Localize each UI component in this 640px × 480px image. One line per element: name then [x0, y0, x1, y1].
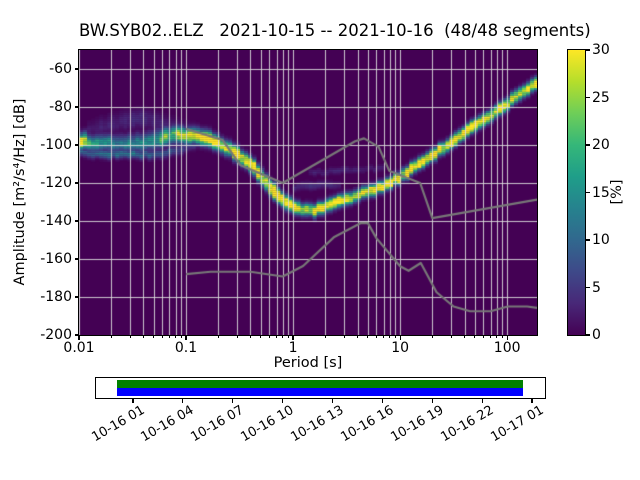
x-tick: [399, 335, 401, 340]
x-tick-label: 0.1: [174, 340, 198, 356]
x-minor-tick: [482, 335, 484, 338]
plot-title: BW.SYB02..ELZ 2021-10-15 -- 2021-10-16 (…: [79, 21, 591, 40]
x-minor-tick: [496, 335, 498, 338]
y-tick: [75, 106, 79, 108]
coverage-tick: [132, 399, 134, 403]
x-minor-tick: [490, 335, 492, 338]
coverage-tick: [232, 399, 234, 403]
y-tick-label: -160: [40, 251, 72, 267]
x-minor-tick: [324, 335, 326, 338]
x-minor-tick: [161, 335, 163, 338]
y-tick: [75, 144, 79, 146]
x-tick: [185, 335, 187, 340]
y-tick: [75, 68, 79, 70]
coverage-tick-label: 10-16 07: [188, 402, 247, 446]
coverage-tick-label: 10-16 01: [88, 402, 147, 446]
x-minor-tick: [431, 335, 433, 338]
x-tick-label: 10: [391, 340, 410, 356]
x-minor-tick: [268, 335, 270, 338]
colorbar-tick: [586, 144, 590, 146]
colorbar-tick-label: 20: [592, 137, 610, 153]
coverage-tick-label: 10-16 13: [288, 402, 347, 446]
coverage-tick: [531, 399, 533, 403]
coverage-bar-top: [117, 379, 523, 388]
x-minor-tick: [287, 335, 289, 338]
x-minor-tick: [282, 335, 284, 338]
x-minor-tick: [236, 335, 238, 338]
colorbar-tick: [586, 334, 590, 336]
x-minor-tick: [375, 335, 377, 338]
x-minor-tick: [153, 335, 155, 338]
x-minor-tick: [367, 335, 369, 338]
x-minor-tick: [260, 335, 262, 338]
y-tick: [75, 334, 79, 336]
x-minor-tick: [357, 335, 359, 338]
coverage-timeline-frame: [95, 377, 546, 399]
coverage-tick-label: 10-16 04: [138, 402, 197, 446]
ppsd-heatmap-canvas: [79, 50, 537, 335]
colorbar-tick-label: 30: [592, 42, 610, 58]
x-minor-tick: [110, 335, 112, 338]
x-minor-tick: [394, 335, 396, 338]
x-minor-tick: [249, 335, 251, 338]
x-minor-tick: [168, 335, 170, 338]
x-minor-tick: [474, 335, 476, 338]
y-tick: [75, 296, 79, 298]
x-minor-tick: [501, 335, 503, 338]
y-tick-label: -180: [40, 289, 72, 305]
x-tick-label: 0.01: [63, 340, 95, 356]
x-tick: [506, 335, 508, 340]
colorbar-tick-label: 5: [592, 279, 601, 296]
x-minor-tick: [180, 335, 182, 338]
colorbar-tick-label: 0: [592, 327, 601, 343]
colorbar-tick: [586, 191, 590, 194]
y-tick-label: -60: [49, 61, 72, 77]
colorbar-tick: [586, 96, 590, 99]
x-minor-tick: [142, 335, 144, 338]
x-minor-tick: [389, 335, 391, 338]
x-minor-tick: [343, 335, 345, 338]
coverage-tick-label: 10-16 19: [388, 402, 447, 446]
coverage-tick: [431, 399, 433, 403]
y-tick-label: -140: [40, 213, 72, 229]
x-minor-tick: [175, 335, 177, 338]
colorbar-tick-label: 15: [592, 184, 610, 201]
coverage-tick: [381, 399, 383, 403]
x-minor-tick: [450, 335, 452, 338]
ppsd-plot-frame: [78, 49, 538, 336]
x-axis-label: Period [s]: [273, 355, 343, 371]
x-minor-tick: [129, 335, 131, 338]
coverage-bar-bottom: [117, 387, 523, 396]
x-minor-tick: [217, 335, 219, 338]
coverage-tick-label: 10-17 01: [487, 402, 546, 446]
x-minor-tick: [383, 335, 385, 338]
coverage-tick: [182, 399, 184, 403]
y-tick: [75, 258, 79, 260]
x-minor-tick: [276, 335, 277, 338]
y-tick-label: -120: [40, 175, 72, 191]
x-minor-tick: [464, 335, 466, 338]
x-tick: [292, 335, 294, 340]
x-tick: [78, 335, 80, 340]
coverage-tick: [282, 399, 284, 403]
colorbar-tick: [586, 239, 590, 241]
coverage-tick-label: 10-16 10: [238, 402, 297, 446]
coverage-tick: [331, 399, 334, 403]
coverage-tick: [481, 399, 483, 403]
y-tick-label: -100: [40, 137, 72, 153]
y-tick-label: -80: [49, 99, 72, 115]
colorbar-tick-label: 10: [592, 232, 610, 248]
colorbar-tick: [586, 286, 590, 289]
x-tick-label: 1: [288, 340, 298, 356]
coverage-tick-label: 10-16 16: [338, 402, 397, 446]
x-tick-label: 100: [493, 340, 521, 356]
colorbar: [567, 49, 586, 336]
y-tick: [75, 220, 79, 222]
colorbar-tick-label: 25: [592, 89, 610, 106]
y-tick-label: -200: [40, 327, 72, 343]
y-tick: [75, 182, 79, 184]
coverage-tick-label: 10-16 22: [438, 402, 497, 446]
colorbar-tick: [586, 49, 590, 51]
